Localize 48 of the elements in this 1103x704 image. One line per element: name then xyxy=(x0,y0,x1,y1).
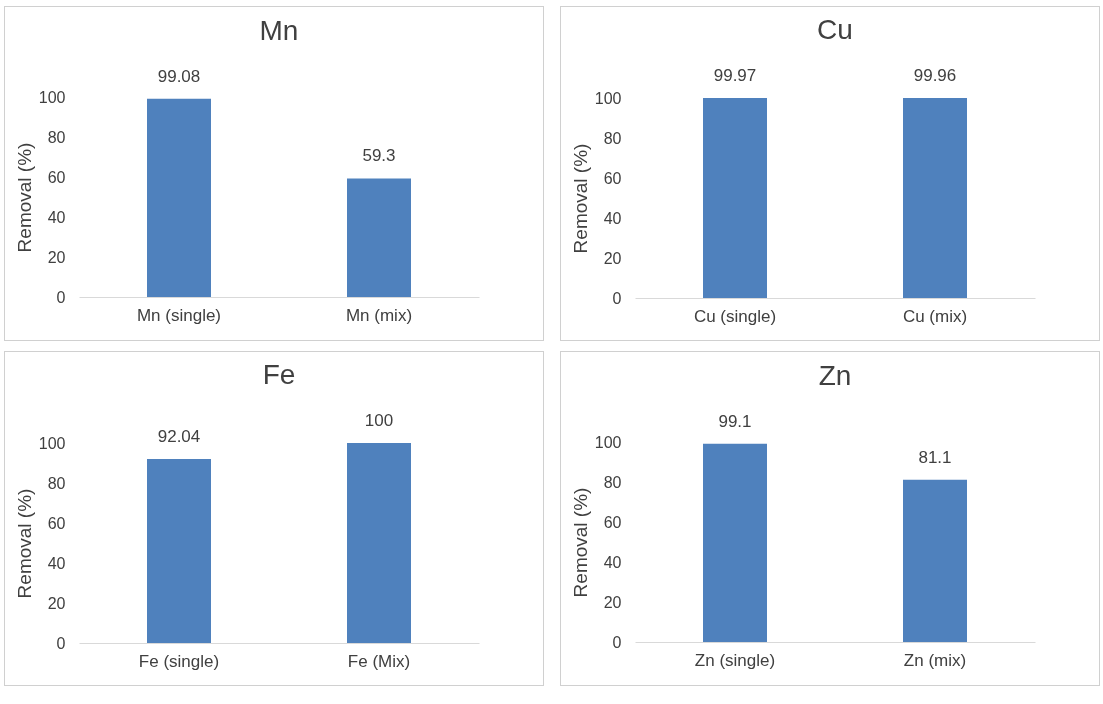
x-tick-label: Cu (mix) xyxy=(902,306,968,326)
y-tick-label: 40 xyxy=(47,208,66,226)
y-tick-label: 20 xyxy=(603,593,622,611)
y-tick-label: 100 xyxy=(38,88,66,106)
y-tick-label: 80 xyxy=(603,129,622,147)
y-tick-label: 40 xyxy=(603,553,622,571)
y-tick-label: 20 xyxy=(47,248,66,266)
data-label: 99.08 xyxy=(157,66,201,86)
chart-title: Mn xyxy=(259,14,299,46)
y-tick-label: 20 xyxy=(603,249,622,267)
chart-title: Fe xyxy=(262,359,296,390)
y-axis-title: Removal (%) xyxy=(13,142,35,253)
y-tick-label: 100 xyxy=(38,434,66,452)
data-label: 99.1 xyxy=(718,411,752,431)
y-axis-title: Removal (%) xyxy=(569,487,591,598)
data-label: 81.1 xyxy=(918,447,952,467)
data-label: 100 xyxy=(364,411,394,430)
data-label: 59.3 xyxy=(362,146,396,166)
data-label: 92.04 xyxy=(157,426,201,446)
y-tick-label: 60 xyxy=(47,514,66,532)
y-tick-label: 60 xyxy=(47,168,66,186)
x-tick-label: Zn (single) xyxy=(694,650,776,670)
y-tick-label: 0 xyxy=(56,288,66,306)
y-tick-label: 100 xyxy=(594,433,622,451)
y-axis-title: Removal (%) xyxy=(569,143,591,254)
y-tick-label: 0 xyxy=(612,633,622,651)
x-tick-label: Mn (single) xyxy=(136,305,222,325)
chart-title: Cu xyxy=(817,14,853,46)
y-tick-label: 80 xyxy=(603,473,622,491)
x-tick-label: Fe (Mix) xyxy=(347,651,411,671)
y-tick-label: 40 xyxy=(47,554,66,572)
x-tick-label: Zn (mix) xyxy=(903,650,967,670)
y-tick-label: 80 xyxy=(47,474,66,492)
y-tick-label: 40 xyxy=(603,209,622,227)
data-label: 99.96 xyxy=(913,66,957,86)
data-label: 99.97 xyxy=(713,66,757,86)
y-tick-label: 60 xyxy=(603,513,622,531)
y-axis-title: Removal (%) xyxy=(13,488,35,599)
x-tick-label: Cu (single) xyxy=(693,306,777,326)
y-tick-label: 0 xyxy=(56,634,66,652)
y-tick-label: 20 xyxy=(47,594,66,612)
chart-title: Zn xyxy=(818,359,852,391)
x-tick-label: Fe (single) xyxy=(138,651,220,671)
y-tick-label: 80 xyxy=(47,128,66,146)
x-tick-label: Mn (mix) xyxy=(345,305,413,325)
y-tick-label: 0 xyxy=(612,289,622,307)
y-tick-label: 100 xyxy=(594,89,622,107)
y-tick-label: 60 xyxy=(603,169,622,187)
